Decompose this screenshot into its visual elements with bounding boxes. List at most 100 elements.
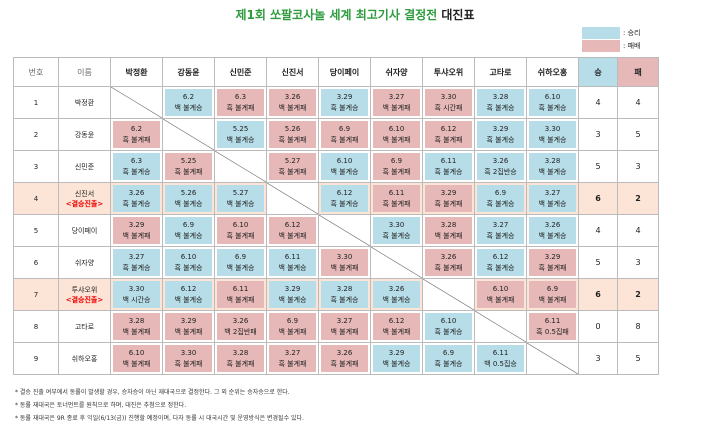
player-note: <결승진출>	[65, 295, 104, 304]
match-cell: 3.29 백 불계패	[162, 310, 215, 343]
match-result: 6.3 흑 불계승	[113, 153, 160, 180]
match-cell: 3.28 흑 불계승	[474, 86, 527, 119]
player-name: 박정환	[58, 86, 111, 119]
diagonal	[163, 119, 214, 150]
match-date: 5.27	[284, 156, 301, 165]
match-cell: 6.10 백 불계패	[370, 118, 423, 151]
match-result: 3.30 흑 시간패	[425, 89, 472, 116]
match-date: 6.11	[492, 348, 509, 357]
match-cell: 6.11 백 불계승	[266, 246, 319, 279]
match-date: 3.26	[284, 92, 301, 101]
match-cell: 3.29 백 불계패	[110, 214, 163, 247]
match-date: 6.11	[284, 252, 301, 261]
match-outcome: 흑 불계승	[538, 103, 567, 112]
wins: 4	[578, 214, 618, 247]
diagonal	[527, 343, 578, 374]
title-suffix: 대진표	[441, 8, 475, 22]
row-number: 4	[13, 182, 59, 215]
match-date: 6.9	[234, 252, 247, 261]
match-result: 6.11 백 0.5집승	[477, 345, 524, 372]
match-cell: 6.2 흑 불계패	[110, 118, 163, 151]
match-cell: 6.11 흑 0.5집패	[526, 310, 579, 343]
match-cell	[526, 342, 579, 375]
match-outcome: 흑 불계패	[434, 135, 463, 144]
match-cell	[162, 118, 215, 151]
player-name: 쉬자양	[58, 246, 111, 279]
match-date: 3.28	[336, 284, 353, 293]
legend-swatch	[582, 39, 620, 52]
match-cell: 6.9 백 불계패	[526, 278, 579, 311]
row-number: 1	[13, 86, 59, 119]
match-result: 6.9 흑 불계승	[477, 185, 524, 212]
column-header: 이름	[58, 57, 111, 87]
diagonal	[475, 311, 526, 342]
match-result: 3.30 백 불계승	[529, 121, 576, 148]
match-result: 6.10 흑 불계승	[425, 313, 472, 340]
player-name: 쉬하오홍	[58, 342, 111, 375]
match-date: 6.10	[492, 284, 509, 293]
table-row: 6 쉬자양 3.27 흑 불계승 6.10 흑 불계승 6.9 백 불계승 6.11 백 불계승 3…	[13, 246, 659, 279]
row-number: 6	[13, 246, 59, 279]
match-outcome: 흑 불계승	[434, 167, 463, 176]
match-result: 6.3 흑 불계패	[217, 89, 264, 116]
match-cell	[214, 150, 267, 183]
table-row: 8 고타로 3.28 백 불계패 3.29 백 불계패 3.26 백 2집반패 6.9 백 불계패…	[13, 310, 659, 343]
match-outcome: 백 불계승	[382, 295, 411, 304]
match-date: 3.26	[440, 252, 457, 261]
losses: 4	[617, 86, 659, 119]
match-cell: 5.26 백 불계승	[162, 182, 215, 215]
match-date: 6.10	[128, 348, 145, 357]
match-date: 3.30	[544, 124, 561, 133]
match-result: 3.27 백 불계패	[321, 313, 368, 340]
match-outcome: 백 불계승	[174, 231, 203, 240]
match-cell: 6.10 백 불계승	[318, 150, 371, 183]
match-cell: 3.26 백 불계승	[526, 214, 579, 247]
match-outcome: 흑 불계승	[330, 295, 359, 304]
footnotes: * 결승 진출 여부에서 동률이 발생할 경우, 승자승이 아닌 재대국으로 결…	[15, 386, 304, 425]
match-cell: 3.29 흑 불계승	[474, 118, 527, 151]
match-result: 3.30 흑 불계승	[373, 217, 420, 244]
match-outcome: 백 불계승	[174, 295, 203, 304]
match-cell: 6.9 흑 불계승	[474, 182, 527, 215]
match-date: 3.29	[440, 188, 457, 197]
match-date: 6.12	[284, 220, 301, 229]
match-result: 5.27 흑 불계패	[269, 153, 316, 180]
match-outcome: 백 불계승	[174, 199, 203, 208]
match-result: 3.26 흑 불계패	[425, 249, 472, 276]
player-note: <결승진출>	[65, 199, 104, 208]
match-result: 3.29 백 불계승	[373, 345, 420, 372]
match-result: 3.30 흑 불계패	[165, 345, 212, 372]
wins: 4	[578, 86, 618, 119]
match-outcome: 백 불계승	[538, 167, 567, 176]
match-cell: 5.25 흑 불계패	[162, 150, 215, 183]
match-date: 3.26	[544, 220, 561, 229]
match-result: 6.10 흑 불계승	[165, 249, 212, 276]
match-outcome: 백 불계패	[434, 231, 463, 240]
match-cell: 6.9 흑 불계패	[370, 150, 423, 183]
match-cell: 6.9 백 불계승	[214, 246, 267, 279]
match-cell: 6.12 흑 불계승	[474, 246, 527, 279]
wins: 6	[578, 182, 618, 215]
match-outcome: 백 불계승	[226, 135, 255, 144]
row-number: 5	[13, 214, 59, 247]
match-cell: 6.10 흑 불계승	[422, 310, 475, 343]
match-date: 3.27	[128, 252, 145, 261]
match-date: 6.12	[440, 124, 457, 133]
player-name-text: 신민준	[74, 162, 95, 171]
match-date: 6.11	[388, 188, 405, 197]
match-date: 3.28	[544, 156, 561, 165]
match-cell: 6.2 백 불계승	[162, 86, 215, 119]
match-cell: 3.27 백 불계패	[370, 86, 423, 119]
match-date: 6.3	[234, 92, 247, 101]
match-result: 6.11 백 불계승	[269, 249, 316, 276]
match-date: 3.27	[336, 316, 353, 325]
match-cell: 5.26 흑 불계패	[266, 118, 319, 151]
player-name-text: 고타로	[74, 322, 95, 331]
match-cell	[422, 278, 475, 311]
losses: 2	[617, 182, 659, 215]
legend-item: : 승리	[582, 26, 640, 39]
diagonal	[371, 247, 422, 278]
match-result: 6.10 백 불계승	[321, 153, 368, 180]
match-cell: 3.30 백 불계승	[526, 118, 579, 151]
